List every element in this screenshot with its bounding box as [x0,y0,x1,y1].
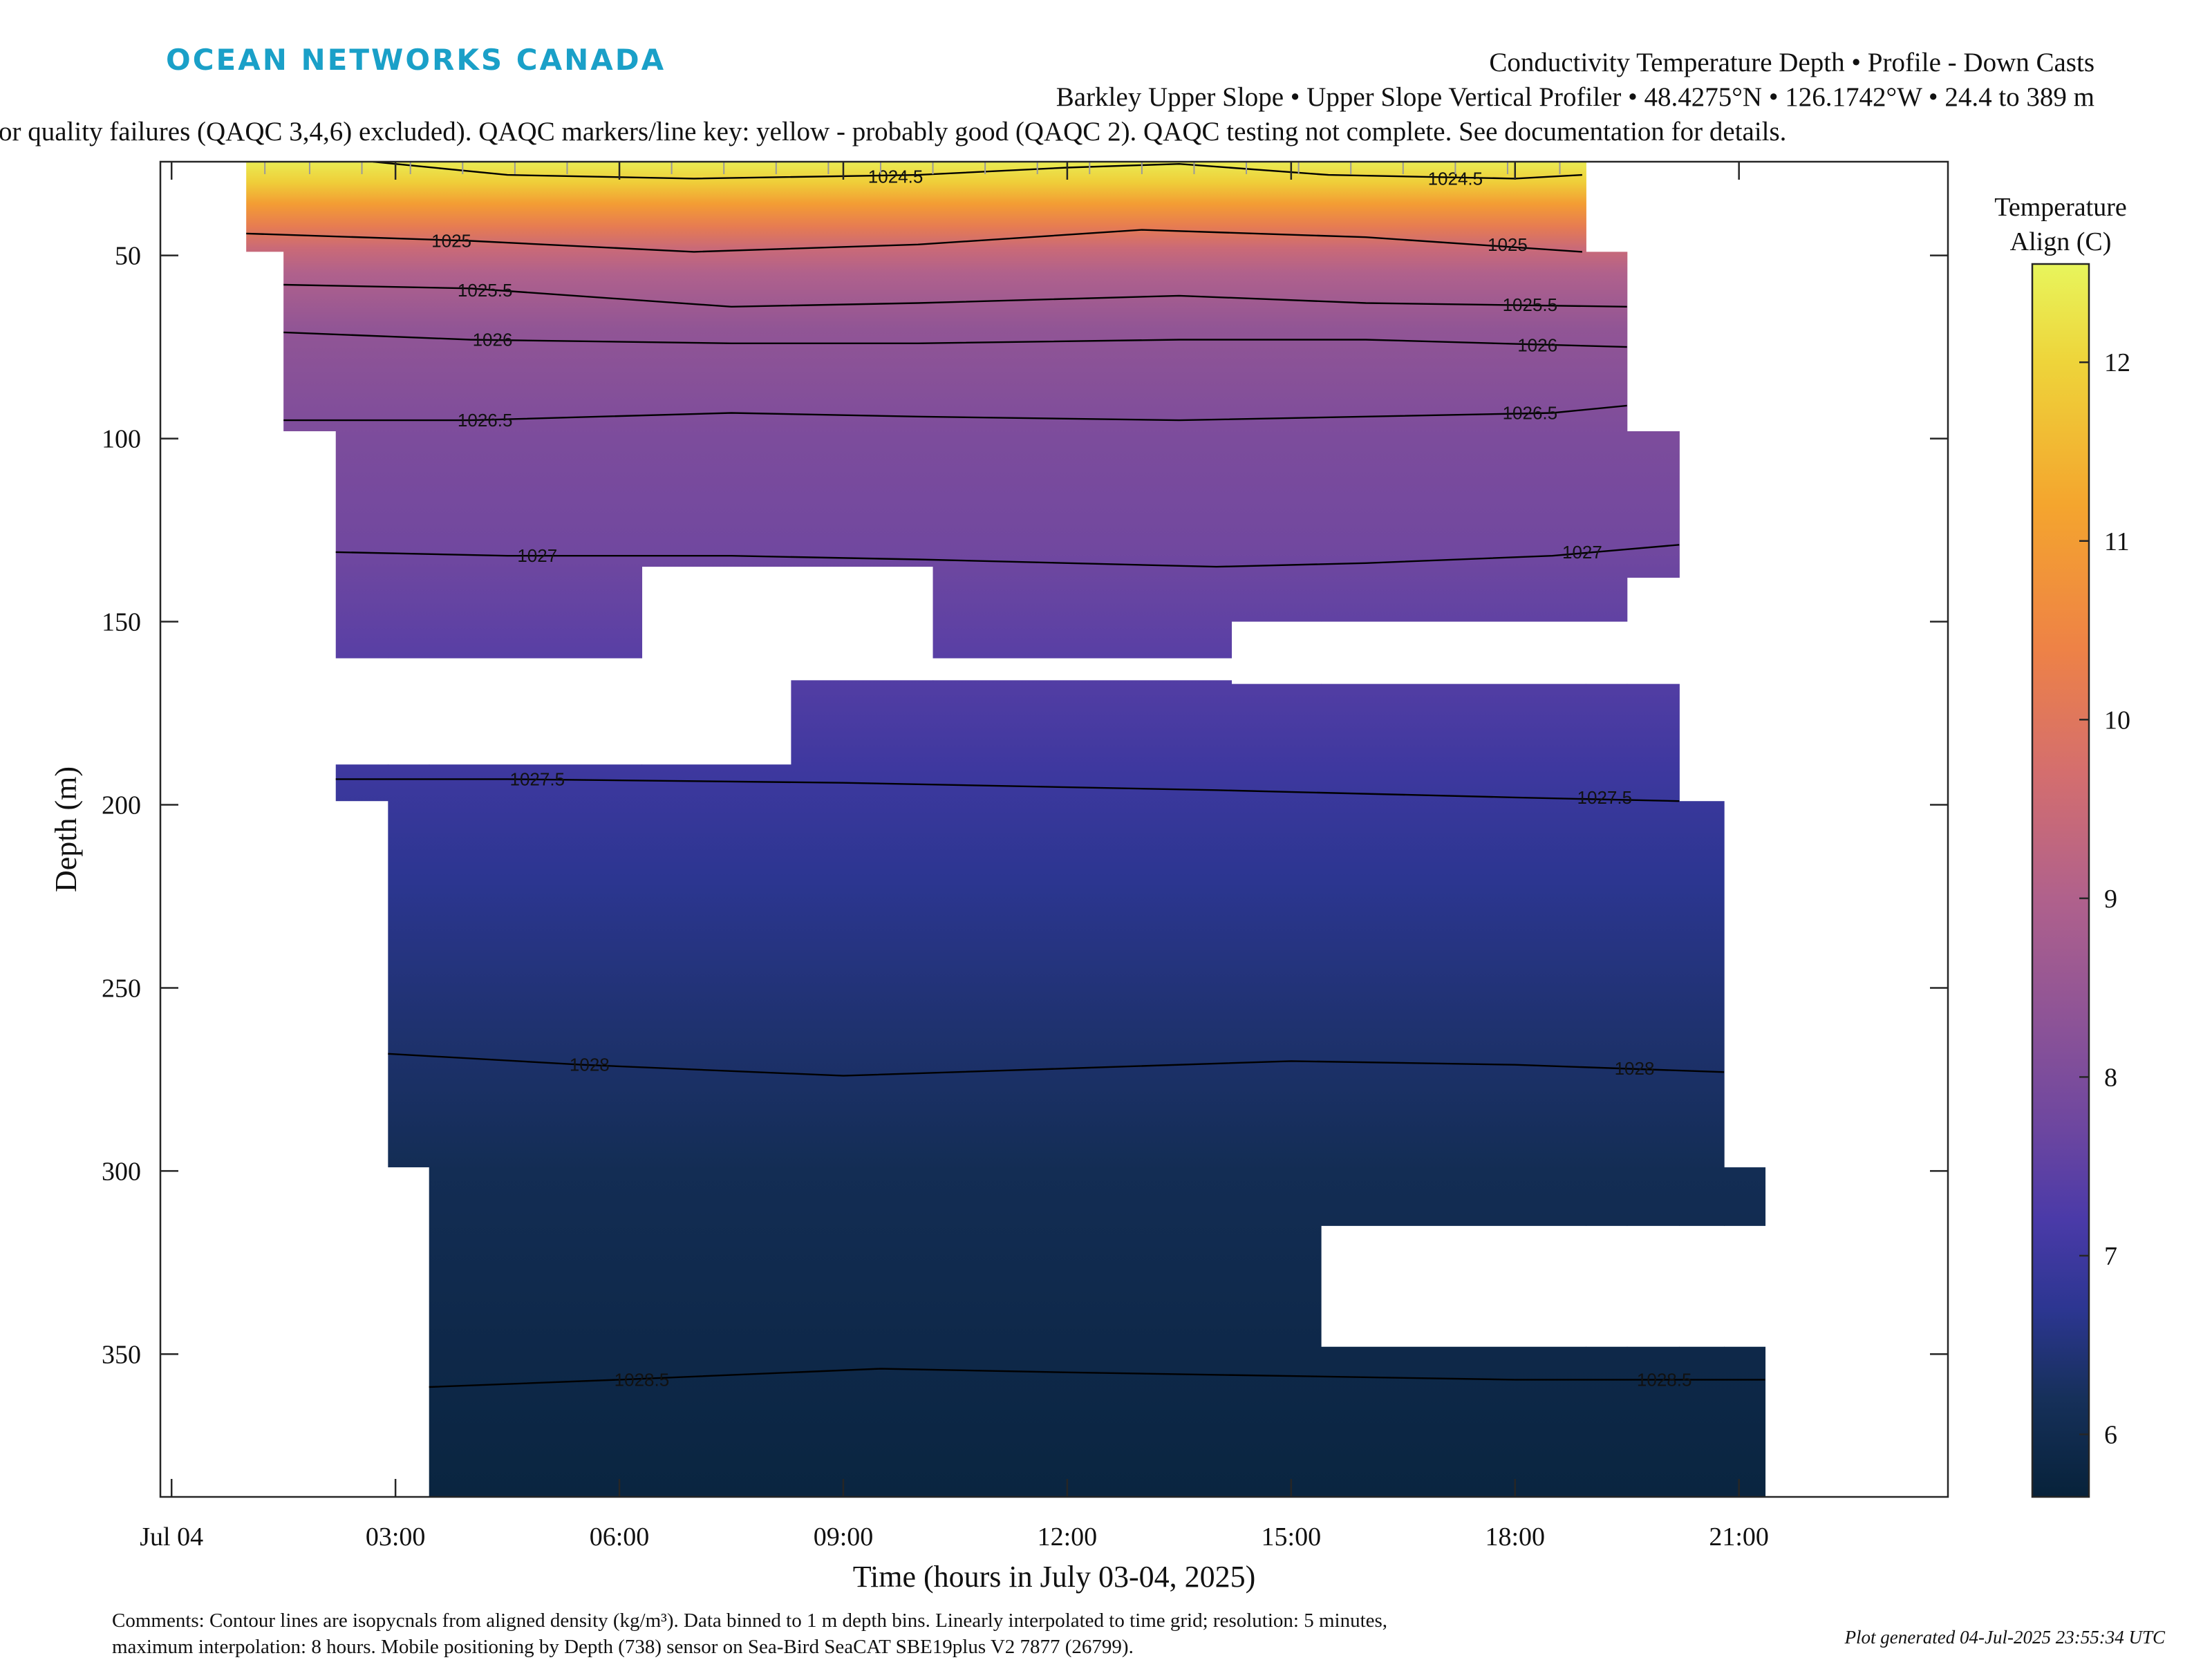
colorbar-tick-label: 11 [2104,527,2130,556]
footer-comments: Comments: Contour lines are isopycnals f… [112,1607,1387,1660]
heatmap-cell [1321,683,1586,1226]
isopycnal-line [283,283,1627,308]
colorbar-title-line1: Temperature [1994,193,2126,222]
isopycnal-label: 1028 [570,1055,610,1075]
x-tick-label: 12:00 [1038,1522,1098,1551]
y-tick-label: 150 [102,608,141,637]
y-tick-label: 300 [102,1157,141,1186]
isopycnal-label: 1026 [473,330,513,350]
y-tick-label: 200 [102,791,141,820]
y-tick-label: 100 [102,425,141,454]
chart-subtitle-qaqc: or quality failures (QAQC 3,4,6) exclude… [0,117,1787,147]
y-tick-label: 50 [115,242,141,271]
heatmap-cell [1724,1167,1766,1226]
heatmap-cell [1679,1346,1725,1497]
heatmap-cell [1679,801,1725,1226]
isopycnal-label: 1025.5 [1503,294,1558,315]
isopycnal-line [283,331,1627,348]
isopycnal-label: 1025.5 [458,280,513,301]
isopycnal-line [388,1053,1725,1077]
isopycnal-label: 1028 [1615,1058,1655,1079]
x-axis-label: Time (hours in July 03-04, 2025) [853,1560,1256,1594]
heatmap-cell [335,162,388,659]
colorbar-title-line2: Align (C) [2010,227,2112,256]
isopycnal-label: 1025 [1488,234,1528,255]
heatmap-cell [1586,683,1628,1226]
footer-comments-line1: Comments: Contour lines are isopycnals f… [112,1610,1388,1632]
heatmap-cell [1231,162,1322,622]
y-axis-label: Depth (m) [49,766,83,892]
isopycnal-label: 1026.5 [1503,403,1558,424]
heatmap-fill [246,162,1766,1497]
heatmap-cell [1231,683,1322,1497]
y-tick-label: 350 [102,1340,141,1369]
isopycnal-label: 1026.5 [458,410,513,431]
x-tick-label: 15:00 [1262,1522,1322,1551]
heatmap-cell [1627,1346,1680,1497]
heatmap-cell [1586,252,1628,622]
x-tick-label: 06:00 [590,1522,650,1551]
heatmap-cell [335,764,388,802]
x-tick-label: 09:00 [814,1522,874,1551]
colorbar-tick-label: 6 [2104,1421,2117,1450]
heatmap-cell [1724,1346,1766,1497]
isopycnal-label: 1028.5 [615,1369,670,1390]
heatmap-cell [641,162,791,567]
colorbar-tick-label: 10 [2104,706,2130,735]
heatmap-cell [1627,431,1680,578]
isopycnal-label: 1027 [1562,542,1602,563]
plot-generated-timestamp: Plot generated 04-Jul-2025 23:55:34 UTC [1844,1627,2165,1648]
x-tick-label: Jul 04 [140,1522,203,1551]
isopycnal-label: 1026 [1517,334,1557,355]
colorbar-tick-label: 12 [2104,348,2130,377]
isopycnal-label: 1024.5 [868,167,924,187]
isopycnal-label: 1028.5 [1637,1369,1692,1390]
heatmap-cell [283,162,337,432]
isopycnal-line [335,778,1680,802]
isopycnal-line [283,404,1627,422]
isopycnal-label: 1027 [517,545,557,566]
heatmap-cell [791,162,934,567]
isopycnal-line [335,544,1680,568]
isopycnal-label: 1025 [431,230,471,251]
colorbar-tick-label: 9 [2104,885,2117,914]
colorbar-tick-label: 7 [2104,1242,2117,1271]
isopycnal-line [246,229,1582,253]
heatmap-cell [1321,1346,1586,1497]
heatmap-cell [1586,1346,1628,1497]
heatmap-cell [246,162,284,252]
plot-frame [159,160,1949,1498]
onc-logo: OCEAN NETWORKS CANADA [166,43,666,77]
colorbar: 6 7 8 9 10 11 12 [2031,263,2130,1498]
chart-subtitle-location: Barkley Upper Slope • Upper Slope Vertic… [1056,82,2094,112]
chart-title: Conductivity Temperature Depth • Profile… [1489,48,2094,77]
qaqc-markers [264,162,1561,174]
heatmap-cell [1321,162,1586,622]
heatmap-cell [1627,683,1680,1226]
isopycnal-line [429,1368,1765,1388]
footer-comments-line2: maximum interpolation: 8 hours. Mobile p… [112,1636,1134,1658]
x-tick-label: 03:00 [366,1522,426,1551]
heatmap-cell [932,680,1232,1497]
y-tick-label: 250 [102,974,141,1003]
isopycnal-label: 1027.5 [1577,787,1633,808]
heatmap-cell [388,764,430,1168]
x-tick-label: 21:00 [1709,1522,1769,1551]
heatmap-cell [388,162,430,659]
heatmap-cell [429,764,643,1497]
heatmap-cell [791,680,934,1497]
isopycnal-label: 1027.5 [510,768,565,789]
colorbar-gradient [2031,263,2090,1498]
colorbar-tick-label: 8 [2104,1063,2117,1092]
x-tick-label: 18:00 [1485,1522,1545,1551]
heatmap-cell [932,162,1232,659]
